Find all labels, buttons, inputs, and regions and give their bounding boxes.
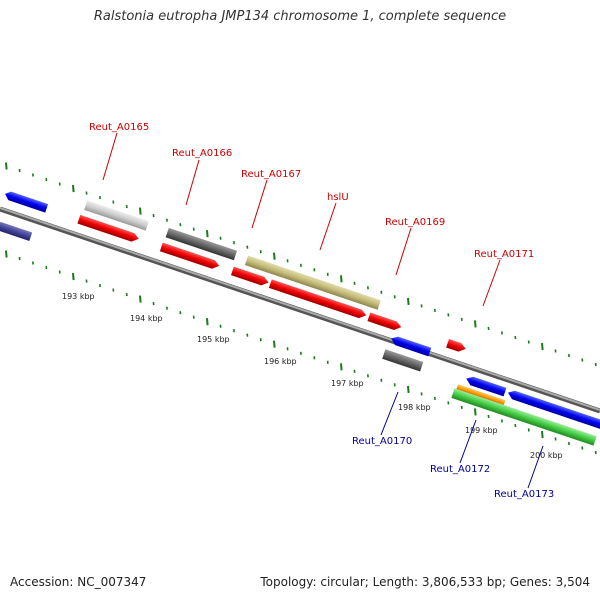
gene-reut-a0167-block [244,255,287,278]
forward-gene-labels: Reut_A0165 Reut_A0166 Reut_A0167 hslU Re… [89,122,534,260]
scale-label-199: 199 kbp [465,426,498,435]
tick-mark [407,385,410,393]
tick-mark [206,230,209,238]
label-hslu: hslU [327,192,349,203]
gene-reut-a0171 [446,338,466,352]
tick-mark [72,273,75,281]
label-reut-a0171: Reut_A0171 [474,249,534,260]
rna-feature-light [84,200,149,231]
gene-reut-a0173-arrow [507,390,600,430]
gene-reut-a0165 [77,214,139,242]
gene-reut-a0172-arrow [466,376,507,397]
tick-mark [407,297,410,305]
accession-text: Accession: NC_007347 [10,575,147,589]
scale-label-193: 193 kbp [62,292,95,301]
tick-mark [206,318,209,326]
outer-tick-track [5,162,597,367]
tick-mark [5,162,8,170]
tick-mark [541,342,544,351]
gene-reut-a0169 [367,312,402,330]
scale-labels: 193 kbp 194 kbp 195 kbp 196 kbp 197 kbp … [62,292,563,460]
tick-mark [474,320,477,328]
label-reut-a0169: Reut_A0169 [385,217,445,228]
tick-mark [273,252,276,260]
label-reut-a0170: Reut_A0170 [352,436,412,447]
gene-left-reverse [0,221,33,242]
label-reut-a0172: Reut_A0172 [430,464,490,475]
topology-text: Topology: circular; Length: 3,806,533 bp… [260,575,590,589]
label-reut-a0166: Reut_A0166 [172,148,232,159]
tick-mark [474,408,477,416]
rna-feature-dark [165,227,238,261]
gene-reut-a0170 [382,349,424,372]
label-reut-a0165: Reut_A0165 [89,122,149,133]
feature-layer [0,191,600,446]
gene-reut-a0173 [451,388,597,446]
tick-mark [273,340,276,348]
scale-label-195: 195 kbp [197,335,230,344]
callout-lines [102,132,544,489]
reverse-gene-labels: Reut_A0170 Reut_A0172 Reut_A0173 [352,436,554,500]
sequence-backbone-highlight [0,207,600,411]
tick-mark [340,363,343,371]
gene-reut-a0166 [159,242,220,269]
gene-hslu [268,279,367,319]
scale-label-194: 194 kbp [130,314,163,323]
scale-label-200: 200 kbp [530,451,563,460]
tick-mark [139,207,142,215]
label-reut-a0167: Reut_A0167 [241,169,301,180]
gene-reut-a0167 [230,266,269,286]
tick-mark [5,250,8,258]
label-reut-a0173: Reut_A0173 [494,489,554,500]
scale-label-198: 198 kbp [398,403,431,412]
scale-label-197: 197 kbp [331,379,364,388]
scale-label-196: 196 kbp [264,357,297,366]
tick-mark [72,185,75,193]
gene-reut-a0170-arrow [391,336,432,357]
gene-hslu-block [282,268,381,310]
gene-left-forward [5,191,49,213]
tick-mark [139,295,142,303]
map-title: Ralstonia eutropha JMP134 chromosome 1, … [93,9,507,24]
tick-mark [340,275,343,283]
inner-tick-track [5,250,597,455]
tick-mark [541,430,544,439]
gene-reut-a0172 [456,384,506,406]
